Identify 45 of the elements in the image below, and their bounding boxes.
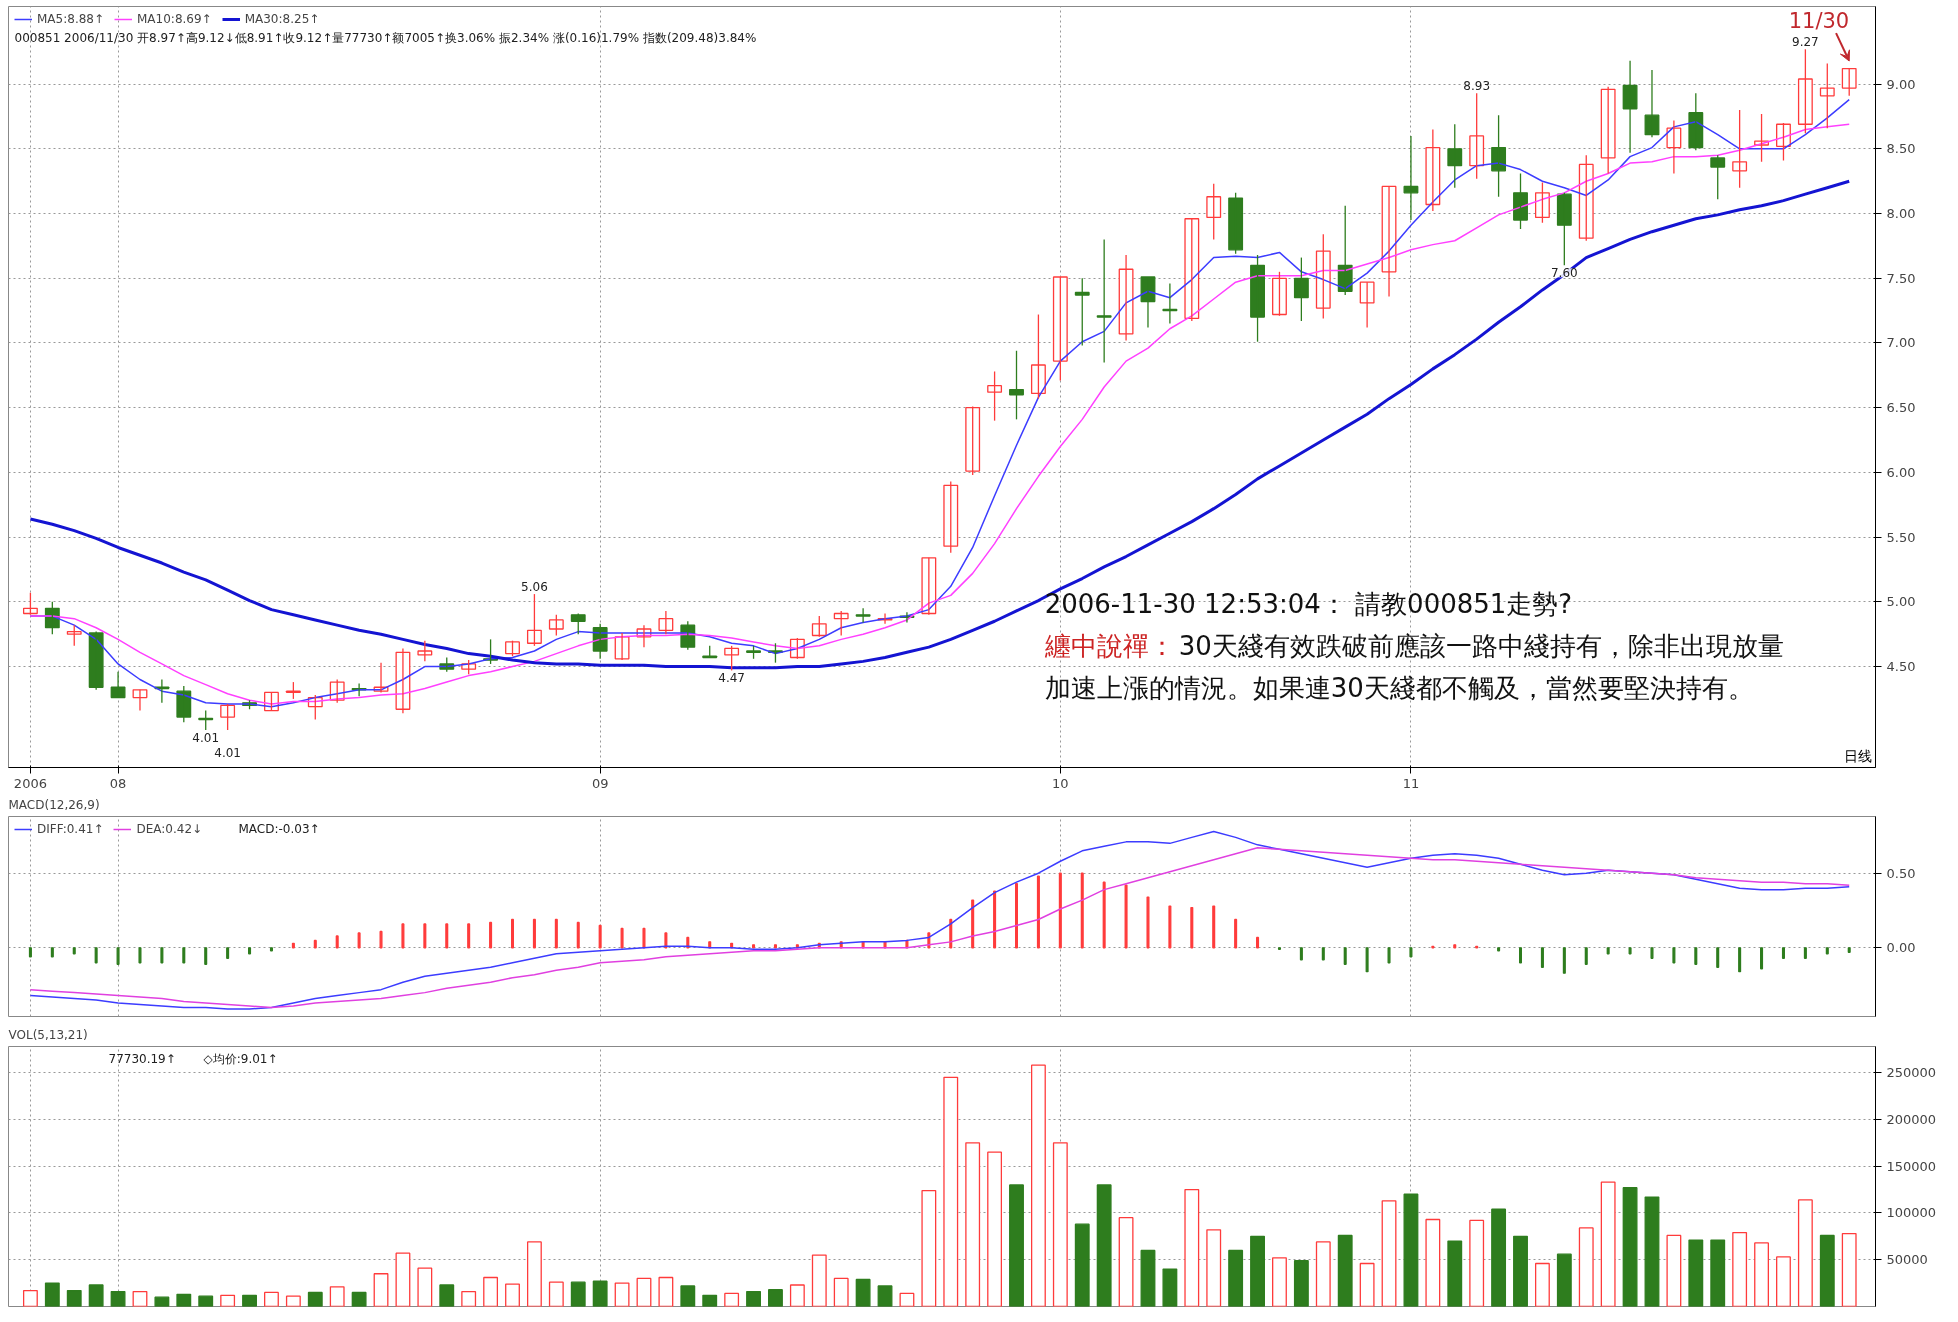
y-tick-label: 9.00 bbox=[1886, 76, 1916, 92]
legend-label: MA5:8.88↑ bbox=[37, 12, 105, 26]
annotation: MACD:-0.03↑ bbox=[238, 821, 320, 836]
annotation: 日线 bbox=[1843, 747, 1872, 764]
y-tick-label: 0.00 bbox=[1886, 940, 1916, 956]
y-tick-label: 100000 bbox=[1886, 1205, 1937, 1221]
chart-title: MACD(12,26,9) bbox=[8, 797, 100, 812]
y-tick-label: 8.00 bbox=[1886, 206, 1916, 222]
annotation: 30天綫有效跌破前應該一路中綫持有，除非出現放量 bbox=[1178, 630, 1784, 661]
x-tick-label: 08 bbox=[109, 775, 127, 791]
y-tick-label: 7.00 bbox=[1886, 335, 1916, 351]
y-tick-label: 5.00 bbox=[1886, 594, 1916, 610]
annotation: 77730.19↑ bbox=[108, 1051, 176, 1066]
y-tick-label: 6.00 bbox=[1886, 464, 1916, 480]
y-tick-label: 5.50 bbox=[1886, 529, 1916, 545]
y-tick-label: 200000 bbox=[1886, 1111, 1937, 1127]
annotation: 4.47 bbox=[718, 671, 745, 686]
annotation: 加速上漲的情況。如果連30天綫都不觸及，當然要堅決持有。 bbox=[1044, 672, 1754, 703]
y-tick-label: 150000 bbox=[1886, 1158, 1937, 1174]
chart-title: VOL(5,13,21) bbox=[8, 1027, 88, 1042]
legend-label: DIFF:0.41↑ bbox=[37, 822, 104, 836]
annotation: 4.01 bbox=[192, 730, 220, 745]
x-tick-label: 09 bbox=[591, 775, 609, 791]
annotation: 纏中說禪： bbox=[1043, 630, 1175, 661]
x-tick-label: 2006 bbox=[13, 775, 47, 791]
y-tick-label: 0.50 bbox=[1886, 865, 1916, 881]
annotation: 8.93 bbox=[1463, 79, 1491, 94]
legend-label: DEA:0.42↓ bbox=[136, 822, 203, 836]
y-tick-label: 50000 bbox=[1886, 1252, 1928, 1268]
x-tick-label: 10 bbox=[1052, 775, 1069, 791]
legend-label: MA30:8.25↑ bbox=[244, 12, 320, 26]
legend-label: MA10:8.69↑ bbox=[137, 12, 212, 26]
annotation: ◇均价:9.01↑ bbox=[203, 1051, 278, 1066]
annotation: 5.06 bbox=[521, 580, 548, 595]
annotation: 11/30 bbox=[1788, 8, 1850, 33]
y-tick-label: 4.50 bbox=[1886, 659, 1916, 675]
y-tick-label: 250000 bbox=[1886, 1065, 1937, 1081]
annotation: 2006-11-30 12:53:04： 請教000851走勢? bbox=[1044, 588, 1573, 619]
y-tick-label: 6.50 bbox=[1886, 400, 1916, 416]
y-tick-label: 8.50 bbox=[1886, 141, 1916, 157]
annotation: 9.27 bbox=[1792, 35, 1819, 50]
annotation: 4.01 bbox=[214, 745, 241, 760]
y-tick-label: 7.50 bbox=[1886, 270, 1916, 286]
x-tick-label: 11 bbox=[1402, 775, 1420, 791]
annotation: 000851 2006/11/30 开8.97↑高9.12↓低8.91↑收9.12↑量77730↑额7005↑换3.06% 振2.34% 涨(0.16)1.79% 指数(209.48)3.84% bbox=[14, 30, 757, 45]
